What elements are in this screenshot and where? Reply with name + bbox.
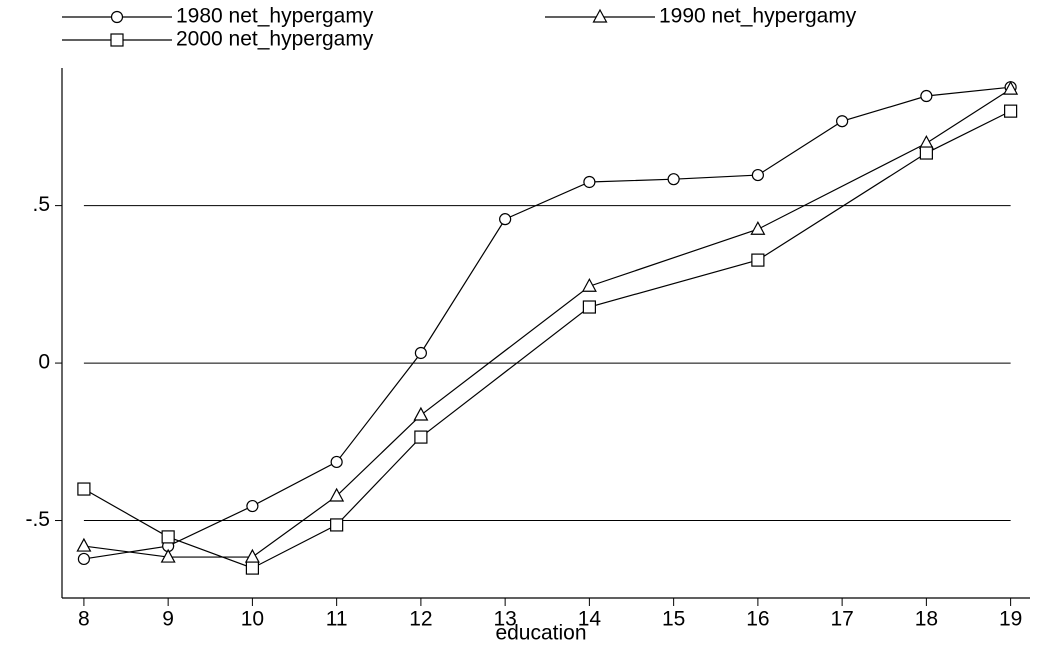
y-tick-label: -.5: [25, 508, 50, 531]
x-tick-label: 19: [999, 608, 1022, 631]
data-point: [330, 518, 344, 532]
x-tick-label: 15: [662, 608, 685, 631]
legend-marker: [592, 8, 608, 23]
data-point: [582, 300, 596, 314]
data-point: [161, 530, 175, 544]
x-tick-label: 9: [162, 608, 174, 631]
x-tick-label: 8: [78, 608, 90, 631]
x-tick-label: 14: [578, 608, 602, 631]
x-tick-label: 11: [326, 608, 348, 631]
data-point: [1003, 80, 1019, 95]
data-point: [1004, 104, 1018, 118]
legend-label: 1990 net_hypergamy: [659, 5, 857, 28]
data-point: [751, 253, 765, 267]
data-point: [414, 346, 427, 360]
x-tick-label: 16: [746, 608, 769, 631]
x-tick-label: 10: [241, 608, 264, 631]
data-point: [245, 561, 259, 575]
data-point: [583, 175, 596, 189]
legend-marker: [110, 10, 124, 24]
y-tick-label: .5: [32, 193, 50, 216]
data-point: [77, 482, 91, 496]
y-tick-label: 0: [38, 351, 50, 374]
data-point: [160, 548, 176, 563]
data-point: [414, 430, 428, 444]
x-axis-label: education: [495, 622, 586, 645]
data-point: [77, 552, 91, 566]
data-point: [413, 406, 429, 421]
x-tick-label: 18: [915, 608, 938, 631]
data-point: [246, 499, 259, 513]
x-tick-label: 13: [493, 608, 516, 631]
data-point: [581, 277, 597, 292]
series-line: [83, 88, 1011, 558]
data-point: [836, 115, 849, 128]
data-point: [244, 548, 260, 563]
legend-label: 2000 net_hypergamy: [176, 28, 374, 51]
series-line: [83, 110, 1011, 569]
data-point: [76, 537, 92, 552]
legend-marker: [110, 33, 124, 47]
data-point: [920, 89, 933, 103]
data-point: [667, 173, 680, 186]
x-tick-label: 12: [409, 608, 432, 631]
data-point: [330, 455, 343, 469]
data-point: [329, 487, 345, 502]
legend-label: 1980 net_hypergamy: [176, 5, 374, 28]
series-line: [83, 86, 1011, 560]
data-point: [751, 168, 764, 182]
data-point: [499, 213, 512, 226]
data-point: [919, 146, 933, 160]
x-tick-label: 17: [830, 608, 853, 631]
data-point: [750, 220, 766, 235]
